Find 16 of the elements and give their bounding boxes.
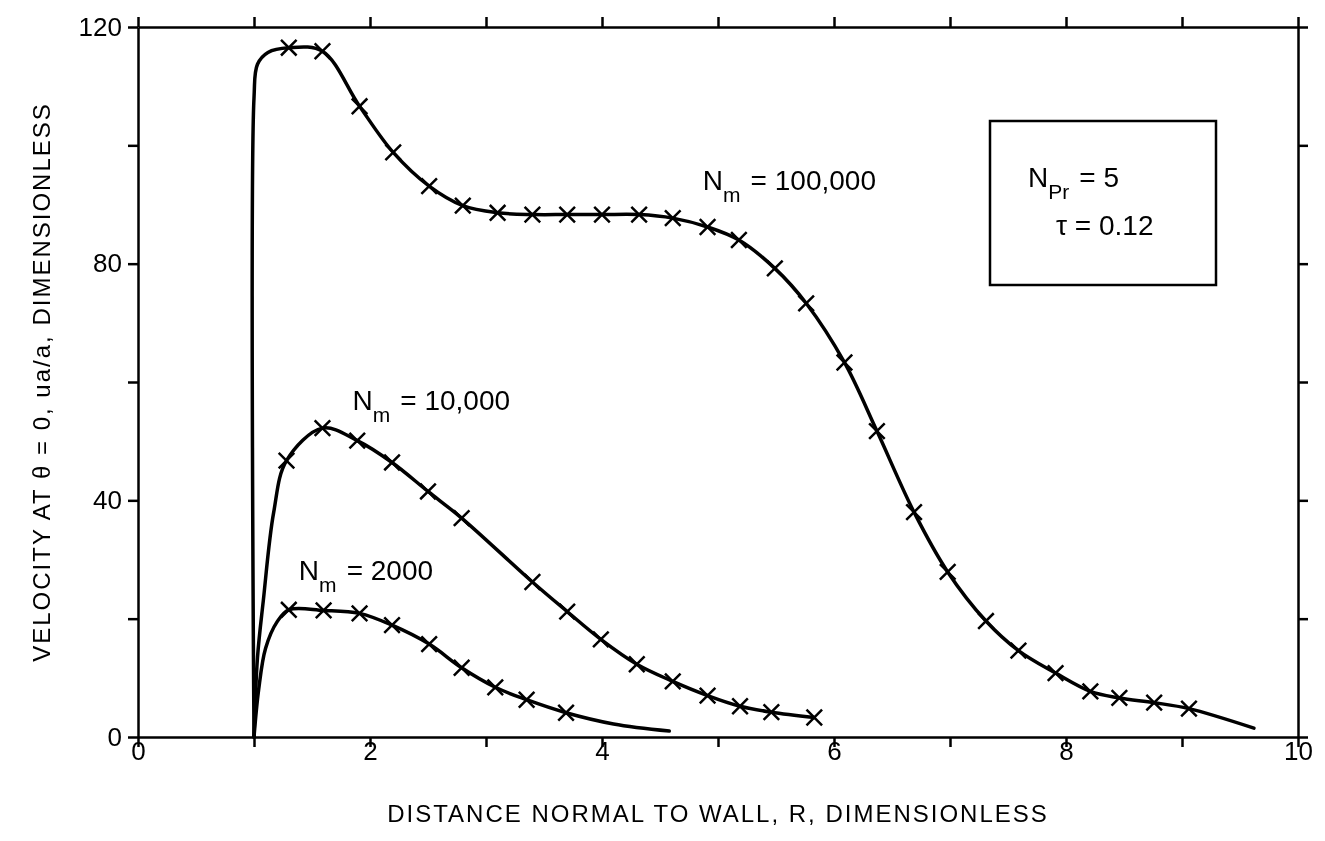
y-axis-title: VELOCITY AT θ = 0, ua/a, DIMENSIONLESS — [28, 102, 55, 662]
x-tick-label: 0 — [131, 735, 146, 766]
y-tick-label: 80 — [93, 248, 122, 279]
y-tick-label: 40 — [93, 485, 122, 516]
x-tick-label: 4 — [595, 735, 610, 766]
x-tick-label: 10 — [1284, 735, 1313, 766]
series-label: N$_{m}$ = 10,000 — [352, 385, 511, 426]
x-tick-label: 8 — [1059, 735, 1074, 766]
series-label: N$_{m}$ = 100,000 — [702, 165, 876, 206]
annotation: N$_{Pr}$ = 5 — [1028, 162, 1120, 203]
series-label: N$_{m}$ = 2000 — [298, 554, 434, 596]
y-tick-label: 120 — [78, 11, 122, 42]
annotation: τ = 0.12 — [1056, 210, 1154, 241]
x-axis-title: DISTANCE NORMAL TO WALL, R, DIMENSIONLESS — [387, 800, 1049, 827]
x-tick-label: 6 — [827, 735, 842, 766]
x-tick-label: 2 — [363, 735, 378, 766]
